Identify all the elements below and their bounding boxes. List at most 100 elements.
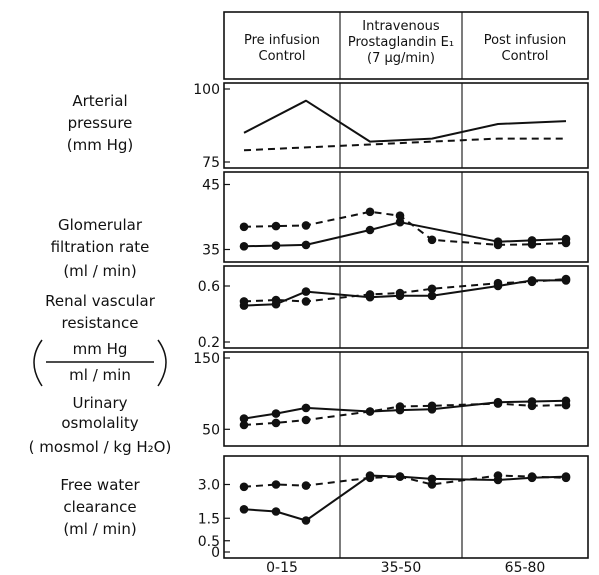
unit-denominator: ml / min [69, 366, 131, 384]
data-point [493, 240, 503, 250]
data-point [365, 407, 375, 416]
data-point [395, 472, 405, 481]
data-point [271, 241, 281, 250]
variable-label: pressure [68, 114, 133, 132]
right-paren [157, 339, 167, 387]
variable-labels: Arterial pressure (mm Hg) Glomerular filtrat… [29, 92, 172, 538]
data-point [271, 480, 281, 489]
period-label: (7 μg/min) [367, 51, 435, 66]
data-point [301, 403, 311, 413]
data-point [271, 418, 281, 428]
data-point [239, 482, 249, 492]
period-label: Intravenous [362, 19, 440, 34]
series-line-solid [243, 99, 567, 143]
y-tick-label: 50 [202, 422, 220, 438]
series-line-solid [243, 221, 567, 248]
data-point [239, 297, 249, 306]
series-line-dashed [243, 210, 567, 246]
data-point [427, 401, 437, 411]
data-point [239, 505, 249, 514]
data-point [561, 238, 571, 248]
data-point [239, 420, 249, 430]
variable-label: resistance [62, 314, 139, 332]
label-gfr: Glomerular filtration rate (ml / min) [51, 216, 150, 280]
data-point [271, 295, 281, 305]
data-point [561, 400, 571, 410]
data-point [395, 402, 405, 411]
variable-label: (ml / min) [63, 520, 136, 538]
y-tick-label: 75 [202, 155, 220, 171]
data-point [365, 290, 375, 299]
data-point [427, 291, 437, 301]
data-point [301, 297, 311, 306]
data-point [301, 221, 311, 230]
data-point [365, 473, 375, 483]
data-point [239, 414, 249, 423]
panel-frame [223, 351, 589, 447]
series-line-solid [243, 399, 567, 420]
y-tick-label: 0 [211, 545, 220, 561]
data-point [427, 284, 437, 294]
data-point [493, 471, 503, 480]
data-point [561, 473, 571, 483]
data-point [271, 409, 281, 418]
y-tick-label: 0.5 [198, 534, 220, 550]
data-point [395, 217, 405, 227]
period-header: Pre infusionControlIntravenousProstaglan… [223, 11, 589, 80]
variable-label: Glomerular [58, 216, 143, 234]
data-point [493, 399, 503, 408]
panel-frame [223, 455, 589, 559]
variable-label: ( mosmol / kg H₂O) [29, 438, 172, 456]
panel-frame [223, 265, 589, 349]
variable-label: filtration rate [51, 238, 150, 256]
data-point [561, 274, 571, 284]
data-point [239, 242, 249, 251]
y-tick-label: 45 [202, 178, 220, 194]
variable-label: Urinary [72, 394, 127, 412]
y-tick-label: 150 [193, 351, 220, 367]
data-point [301, 240, 311, 250]
data-point [527, 277, 537, 287]
y-tick-label: 0.6 [198, 279, 220, 295]
panel-rvr: 0.6 0.2 [198, 265, 589, 351]
data-point [527, 401, 537, 411]
data-point [301, 516, 311, 525]
data-point [427, 235, 437, 245]
period-header-frame [223, 11, 589, 80]
variable-label: Arterial [72, 92, 127, 110]
panel-osmolality: 150 50 [193, 351, 589, 447]
variable-label: osmolality [61, 414, 138, 432]
variable-label: clearance [63, 498, 136, 516]
x-tick-label: 35-50 [381, 560, 422, 575]
variable-label: Free water [60, 476, 140, 494]
variable-label: (mm Hg) [67, 136, 134, 154]
data-point [427, 480, 437, 489]
x-axis: 0-15 35-50 65-80 [266, 560, 545, 575]
period-label: Control [259, 49, 306, 64]
label-arterial: Arterial pressure (mm Hg) [67, 92, 134, 154]
data-point [395, 288, 405, 298]
panel-arterial: 100 75 [193, 82, 589, 171]
series-line-dashed [243, 402, 567, 426]
data-point [301, 415, 311, 425]
panel-frame [223, 82, 589, 169]
y-tick-label: 100 [193, 82, 220, 98]
period-label: Pre infusion [244, 33, 320, 48]
data-point [271, 507, 281, 516]
data-point [527, 240, 537, 249]
period-label: Post infusion [484, 33, 567, 48]
y-tick-label: 1.5 [198, 511, 220, 527]
period-label: Control [502, 49, 549, 64]
panel-fwc: 3.0 1.5 0.50 [198, 455, 589, 561]
left-paren [33, 339, 43, 387]
panel-gfr: 45 35 [202, 171, 589, 263]
variable-label: Renal vascular [45, 292, 156, 310]
unit-numerator: mm Hg [73, 340, 128, 358]
data-point [395, 211, 405, 220]
panel-frame [223, 171, 589, 263]
data-point [365, 225, 375, 235]
data-point [365, 207, 375, 217]
data-point [493, 278, 503, 288]
